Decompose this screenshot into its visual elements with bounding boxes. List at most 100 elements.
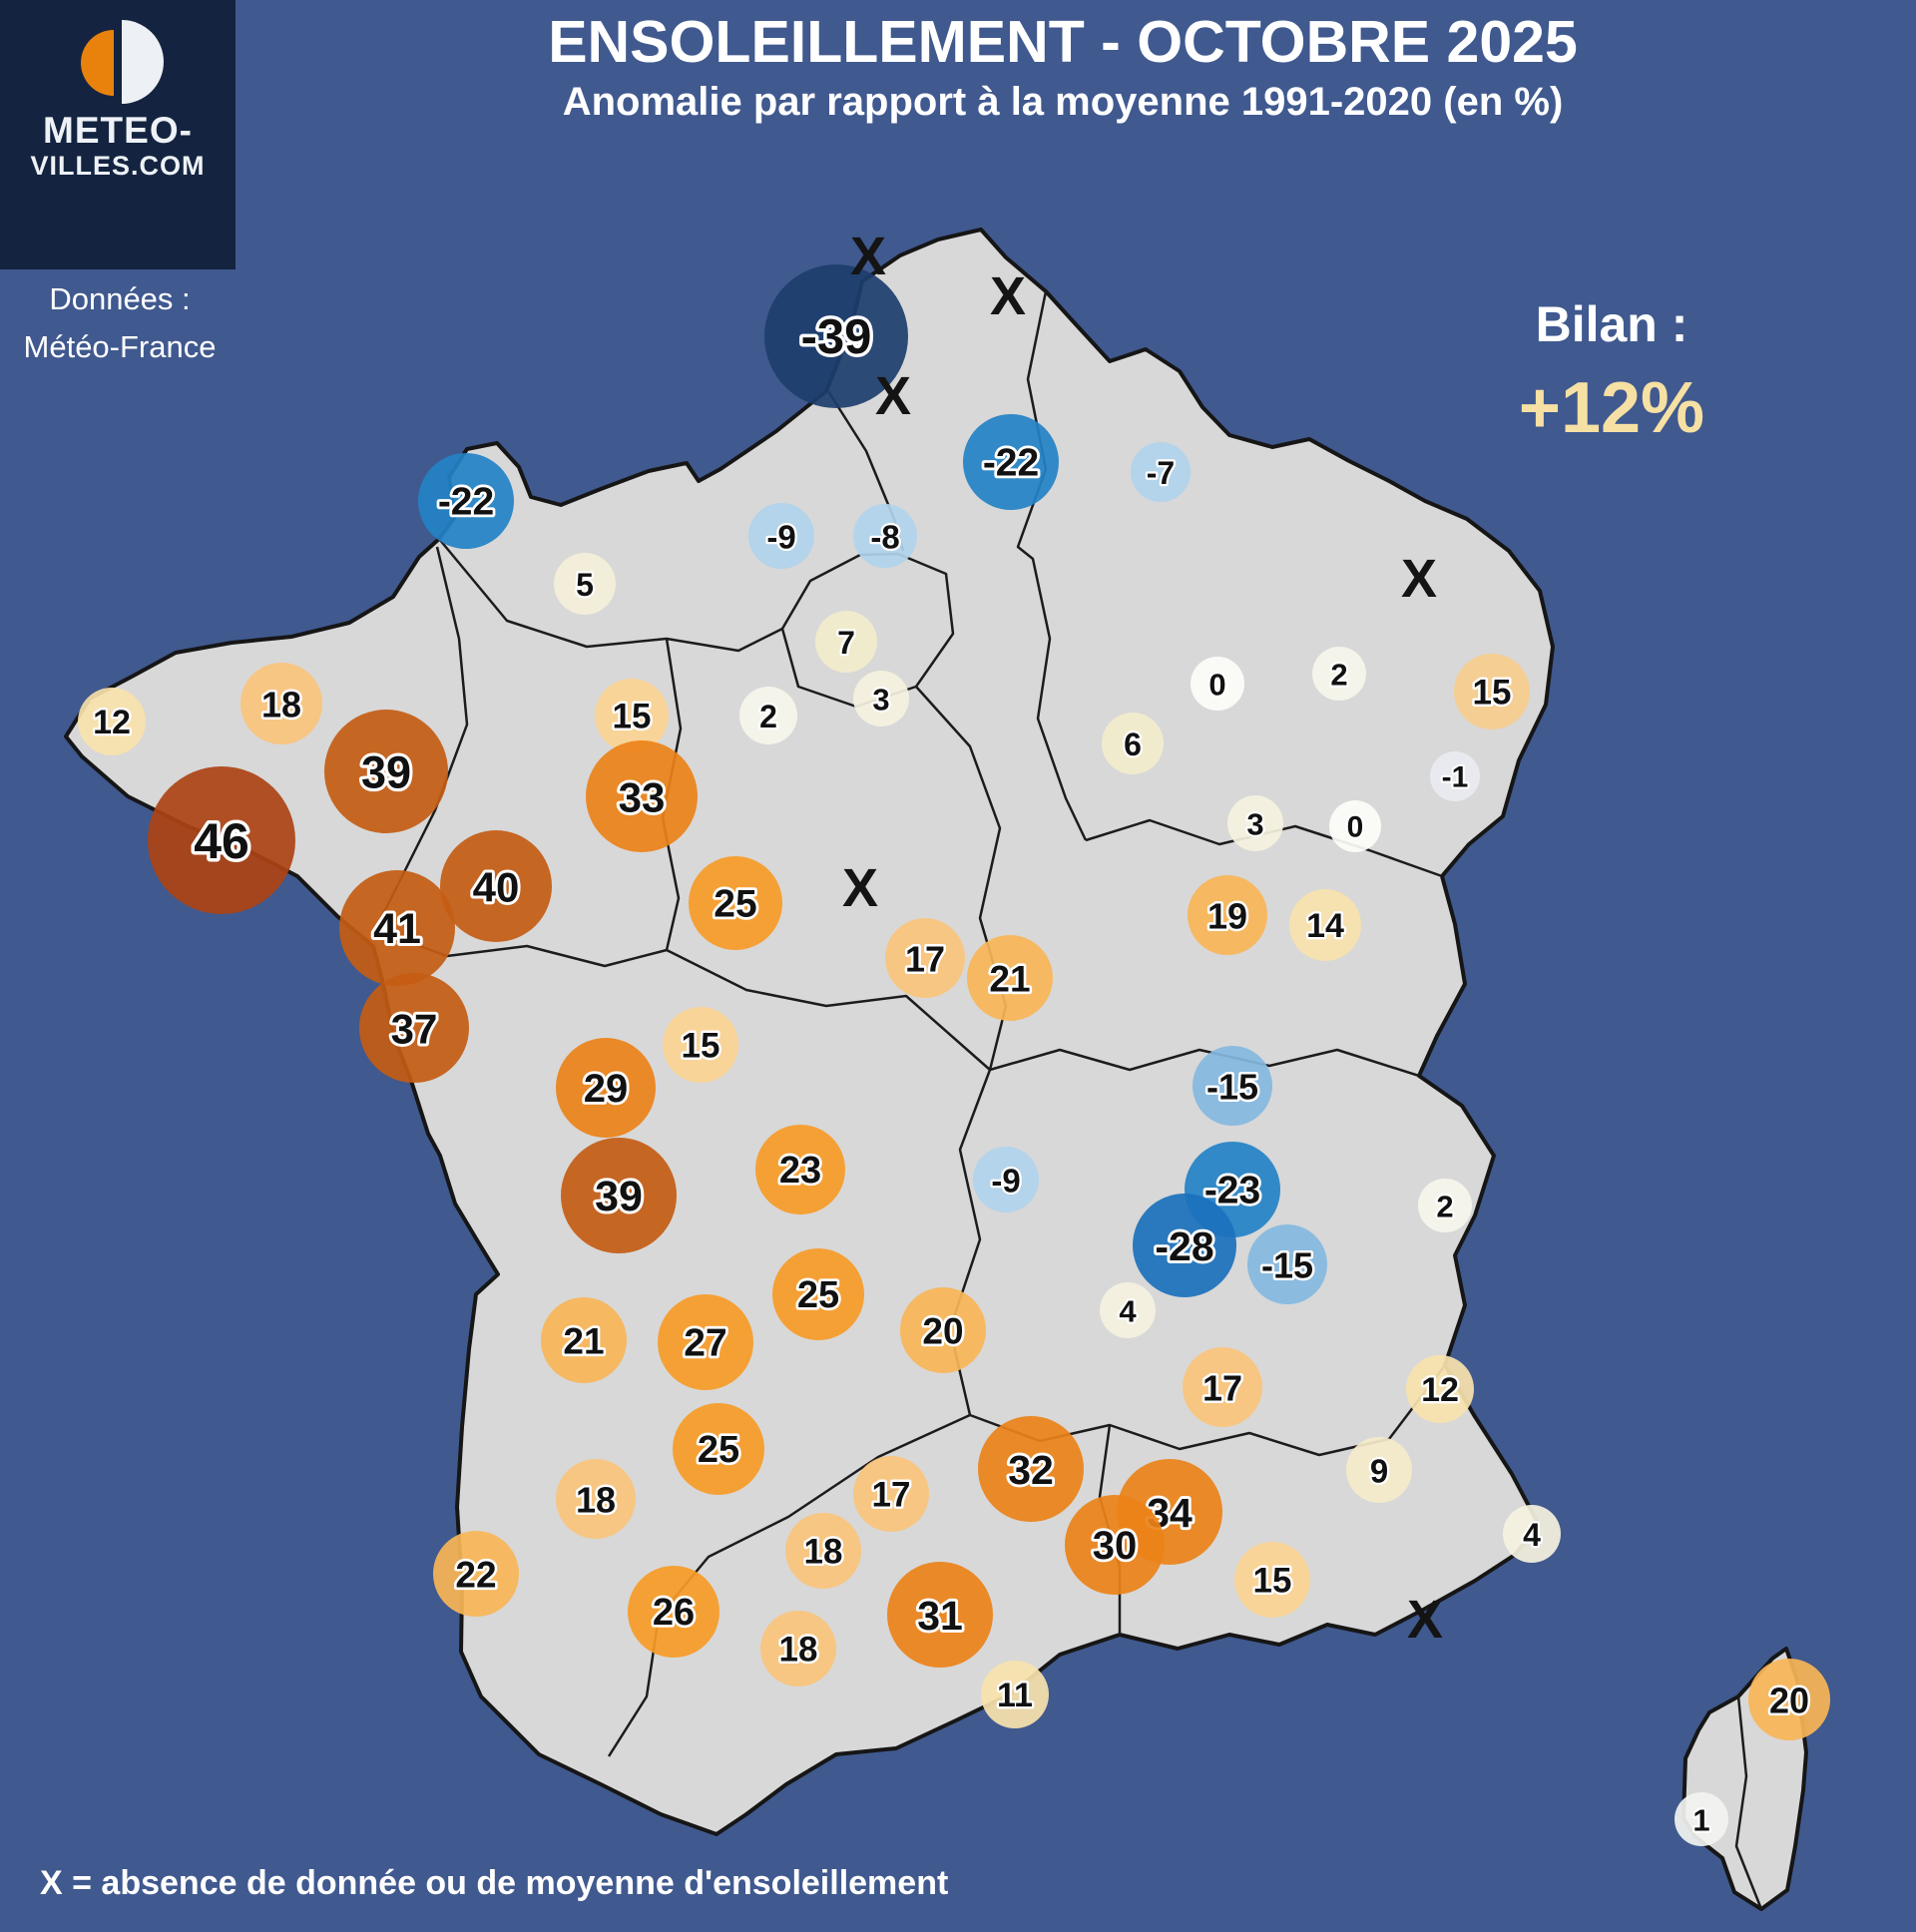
map-bubble-group: -28 (1133, 1194, 1236, 1297)
map-bubble (541, 1297, 627, 1383)
map-bubble-group: 25 (673, 1403, 764, 1495)
map-bubble-value: 22 (455, 1555, 496, 1596)
map-bubble (1188, 875, 1267, 955)
map-bubble-group: 0 (1329, 800, 1381, 852)
map-bubble (1100, 1282, 1156, 1338)
map-bubble (967, 935, 1053, 1021)
map-bubble-group: 18 (760, 1611, 836, 1687)
map-bubble-group: 41 (339, 870, 455, 986)
bilan-value: +12% (1518, 368, 1705, 448)
map-bubble-value: 20 (1769, 1681, 1809, 1721)
map-bubble (1430, 751, 1480, 801)
map-bubble (978, 1416, 1084, 1522)
map-bubble-group: 39 (561, 1138, 677, 1253)
map-bubble-value: 26 (653, 1592, 695, 1634)
map-bubble-value: 2 (759, 699, 777, 734)
map-bubble (1247, 1224, 1327, 1304)
map-bubble-value: -1 (1442, 761, 1469, 794)
map-bubble-group: 15 (1234, 1542, 1310, 1618)
map-bubble-group: 39 (324, 710, 448, 833)
map-bubble-group: 18 (240, 663, 322, 744)
map-bubble-value: 12 (93, 704, 131, 741)
map-bubble (148, 766, 295, 914)
map-bubble (1289, 889, 1361, 961)
map-bubble-value: 25 (797, 1274, 839, 1316)
map-bubble-value: 20 (922, 1311, 963, 1352)
map-bubble (1131, 442, 1191, 502)
map-bubble (963, 414, 1059, 510)
map-bubble-group: -15 (1193, 1046, 1272, 1126)
map-bubble-value: 32 (1008, 1447, 1054, 1493)
map-bubble-value: 14 (1306, 907, 1344, 945)
map-bubble-value: 21 (989, 959, 1030, 1000)
map-bubble-value: -15 (1206, 1067, 1258, 1108)
map-bubble-group: -9 (973, 1147, 1039, 1212)
map-bubble (689, 856, 782, 950)
map-bubble-value: 19 (1207, 896, 1247, 937)
meteo-villes-logo-icon (81, 20, 164, 104)
map-bubble-group: 32 (978, 1416, 1084, 1522)
map-bubble-value: 23 (779, 1150, 821, 1192)
map-bubble-value: 3 (872, 683, 889, 718)
map-bubble (981, 1661, 1049, 1728)
map-bubble-group: 40 (440, 830, 552, 942)
no-data-x-mark: X (1407, 1590, 1443, 1650)
map-bubble-group: 15 (663, 1007, 738, 1083)
map-bubble (973, 1147, 1039, 1212)
map-bubble (1227, 795, 1283, 851)
map-bubble-value: -28 (1155, 1223, 1213, 1269)
map-bubble (418, 453, 514, 549)
map-bubble (1234, 1542, 1310, 1618)
map-bubble-group: 1 (1675, 1792, 1728, 1846)
map-bubble (885, 918, 965, 998)
map-bubble (556, 1038, 656, 1138)
brand-name-line2: VILLES.COM (30, 151, 206, 181)
map-bubble-value: 15 (1473, 674, 1512, 713)
map-bubble-group: 0 (1191, 657, 1244, 711)
map-bubble-value: 17 (872, 1476, 911, 1515)
map-bubble (772, 1248, 864, 1340)
map-bubble (663, 1007, 738, 1083)
logo: METEO- VILLES.COM (0, 0, 236, 269)
map-bubble-group: 4 (1503, 1505, 1561, 1563)
map-bubble (739, 687, 797, 744)
data-source-note: Données : Météo-France (0, 275, 240, 371)
no-data-x-mark: X (1401, 549, 1437, 609)
map-bubble-value: 25 (698, 1429, 739, 1471)
map-bubble-group: -1 (1430, 751, 1480, 801)
map-bubble-group: 15 (1454, 654, 1530, 729)
map-bubble-group: 15 (595, 679, 669, 752)
map-bubble (1329, 800, 1381, 852)
map-bubble-value: 6 (1124, 726, 1142, 762)
map-bubble (1193, 1046, 1272, 1126)
map-bubble (554, 553, 616, 615)
map-bubble-value: 7 (837, 625, 855, 661)
map-bubble-group: 22 (433, 1531, 519, 1617)
map-bubble-value: 11 (997, 1677, 1033, 1714)
map-bubble-group: 27 (658, 1294, 753, 1390)
map-bubble-group: -22 (963, 414, 1059, 510)
map-bubble-value: 31 (917, 1593, 963, 1639)
no-data-layer: X X X X X X (842, 227, 1443, 1650)
no-data-x-mark: X (875, 366, 911, 426)
no-data-x-mark: X (990, 266, 1026, 326)
map-bubble (755, 1125, 845, 1214)
map-bubble-value: -7 (1147, 455, 1175, 491)
map-bubble-group: 6 (1102, 713, 1164, 774)
map-bubble-value: 15 (613, 698, 652, 736)
map-bubble-value: 15 (682, 1027, 720, 1066)
map-bubble-value: 17 (905, 939, 945, 980)
map-bubble-group: -8 (853, 504, 917, 568)
map-bubble (1454, 654, 1530, 729)
map-bubble (673, 1403, 764, 1495)
map-bubble-value: -22 (438, 481, 494, 524)
map-bubble-group: -15 (1247, 1224, 1327, 1304)
map-bubble-group: 2 (739, 687, 797, 744)
map-bubble-value: 18 (779, 1631, 818, 1670)
map-bubble (1065, 1495, 1165, 1595)
map-subtitle: Anomalie par rapport à la moyenne 1991-2… (562, 80, 1564, 124)
map-bubble (1191, 657, 1244, 711)
map-bubble-group: 25 (772, 1248, 864, 1340)
map-bubble-group: 7 (815, 611, 877, 673)
